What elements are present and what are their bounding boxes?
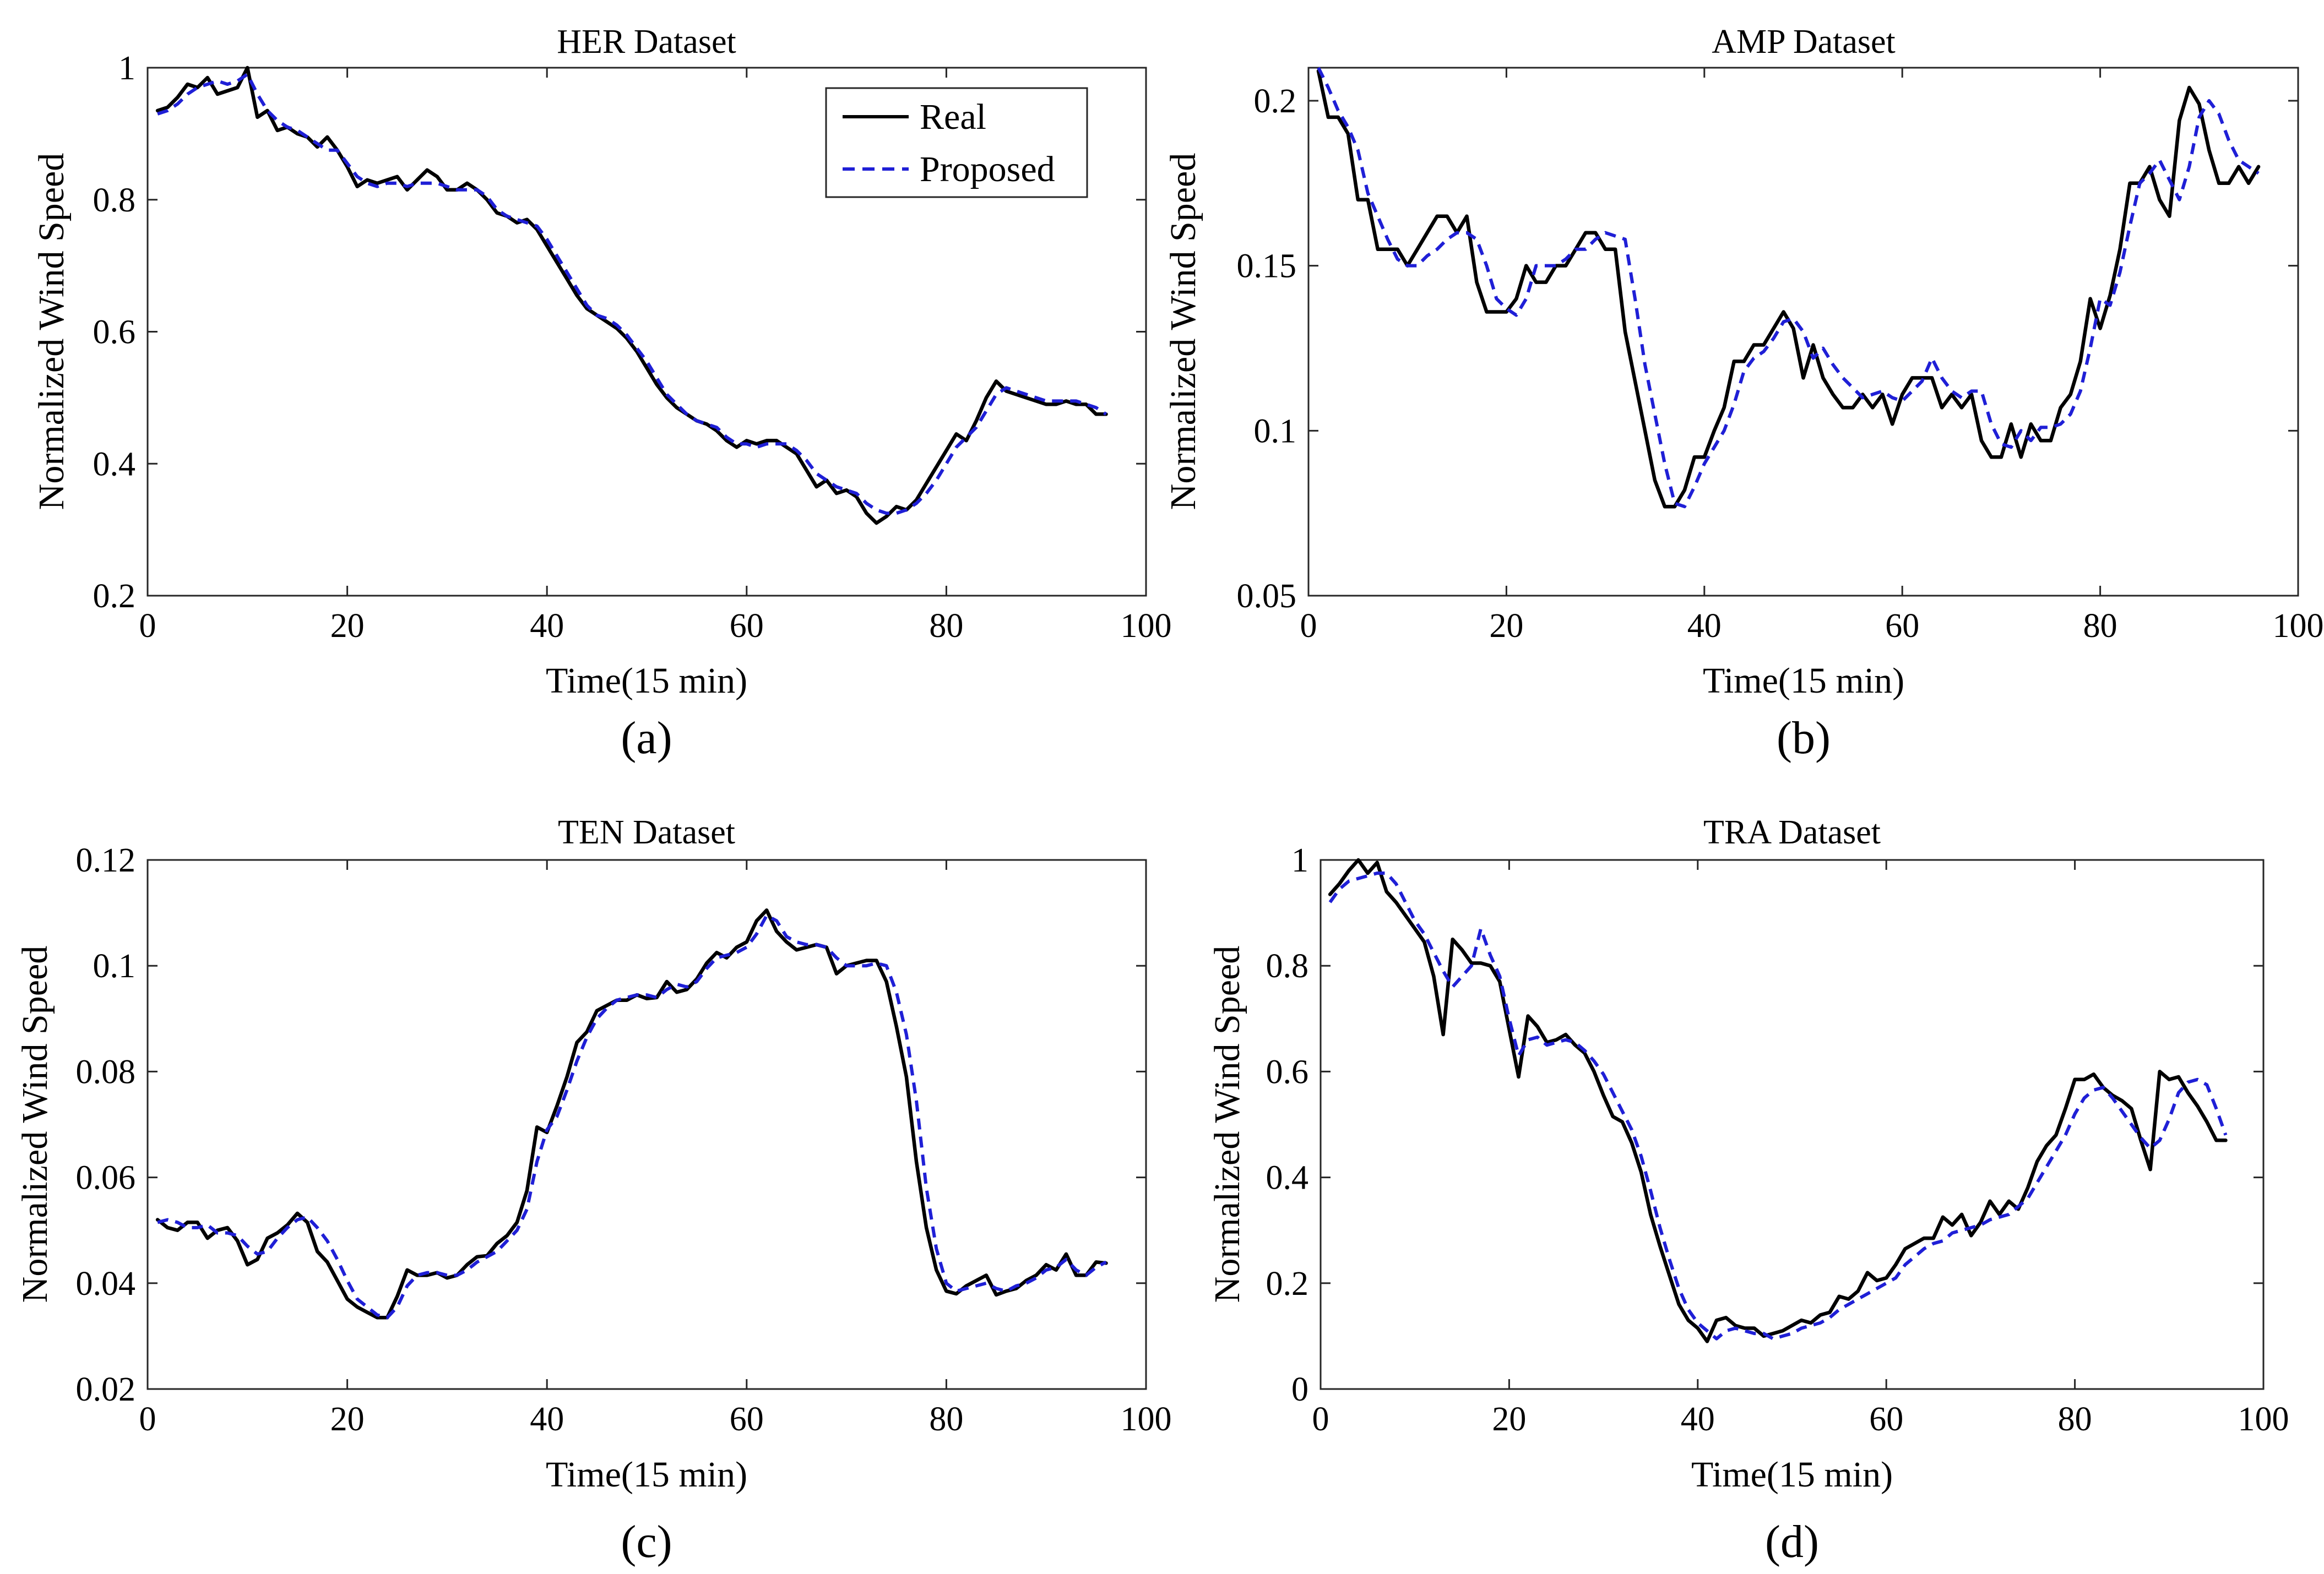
x-tick-label: 100 [1121,1401,1172,1438]
y-tick-label: 0.6 [93,314,136,351]
series-real-line [1328,858,2228,1343]
series-proposed-line [157,913,1107,1320]
chart-title: TRA Dataset [1703,814,1881,851]
panel-label: (a) [621,712,672,764]
axes-box [1320,859,2265,1390]
panel-label: (c) [621,1516,672,1567]
x-tick-label: 0 [1300,607,1317,645]
y-tick-label: 0.08 [76,1053,136,1091]
series-proposed-line [1317,67,2260,509]
chart-title: AMP Dataset [1712,23,1896,61]
x-tick-label: 20 [330,607,365,645]
axes-box [146,859,1147,1390]
y-tick-label: 0 [1291,1371,1308,1408]
x-tick-label: 100 [2273,607,2324,645]
series-proposed-line [157,73,1107,515]
x-tick-label: 60 [1885,607,1919,645]
legend-box [825,87,1088,198]
y-tick-label: 0.8 [1266,947,1309,985]
y-axis-label: Normalized Wind Speed [1207,946,1247,1303]
y-tick-label: 1 [118,50,135,87]
y-tick-label: 0.1 [93,947,136,985]
y-tick-label: 0.1 [1254,412,1297,450]
x-tick-label: 60 [730,1401,764,1438]
panel-amp: AMP Dataset 0 20 40 60 80 100 0.05 0.1 0.15 0.2 T… [1163,23,2324,764]
panel-her: HER Dataset 0 20 40 60 80 100 0.2 0.4 0.6 0.8 1 Ti… [31,23,1172,764]
x-tick-label: 80 [929,607,963,645]
x-tick-label: 60 [1869,1401,1903,1438]
y-tick-label: 0.15 [1237,248,1297,285]
x-tick-label: 100 [1121,607,1172,645]
x-tick-label: 40 [1681,1401,1715,1438]
panel-label: (d) [1765,1516,1819,1567]
series-real-line [155,66,1108,525]
y-tick-label: 0.04 [76,1265,136,1303]
x-tick-label: 100 [2238,1401,2289,1438]
legend-proposed-label: Proposed [920,149,1055,189]
y-axis-label: Normalized Wind Speed [15,946,55,1303]
x-tick-label: 0 [1312,1401,1329,1438]
x-tick-label: 20 [1492,1401,1526,1438]
x-tick-label: 80 [929,1401,963,1438]
legend-real-label: Real [920,97,986,137]
series-real-line [155,908,1108,1320]
y-tick-label: 0.2 [93,578,136,615]
x-tick-label: 20 [330,1401,365,1438]
panel-label: (b) [1777,712,1831,764]
panel-ten: TEN Dataset 0 20 40 60 80 100 0.02 0.04 0.06 0.08… [15,814,1172,1567]
x-axis-label: Time(15 min) [546,1455,747,1495]
x-tick-label: 20 [1489,607,1523,645]
series-real-line [1316,69,2261,509]
panel-tra: TRA Dataset 0 20 40 60 80 100 0 0.2 0.4 0.6 0.8 1 T… [1207,814,2289,1567]
y-tick-label: 0.05 [1237,578,1297,615]
y-tick-label: 0.4 [93,445,136,483]
x-tick-label: 0 [139,1401,156,1438]
y-tick-label: 0.2 [1254,83,1297,120]
x-tick-label: 40 [1687,607,1722,645]
x-axis-label: Time(15 min) [1703,661,1904,701]
x-axis-label: Time(15 min) [546,661,747,701]
chart-title: TEN Dataset [558,814,735,851]
series-proposed-line [1328,872,2228,1341]
x-tick-label: 60 [730,607,764,645]
y-axis-label: Normalized Wind Speed [1163,153,1203,510]
x-tick-label: 80 [2083,607,2117,645]
y-tick-label: 1 [1291,842,1308,879]
y-tick-label: 0.12 [76,842,136,879]
y-tick-label: 0.2 [1266,1265,1309,1303]
x-tick-label: 40 [530,1401,564,1438]
y-tick-label: 0.06 [76,1159,136,1197]
y-axis-label: Normalized Wind Speed [31,153,72,510]
x-tick-label: 0 [139,607,156,645]
x-tick-label: 40 [530,607,564,645]
y-tick-label: 0.4 [1266,1159,1309,1197]
y-tick-label: 0.02 [76,1371,136,1408]
chart-title: HER Dataset [557,23,736,61]
legend: Real Proposed [825,87,1088,198]
y-tick-label: 0.8 [93,182,136,219]
axes-box [1307,67,2299,597]
y-tick-label: 0.6 [1266,1053,1309,1091]
x-tick-label: 80 [2058,1401,2092,1438]
x-axis-label: Time(15 min) [1691,1455,1893,1495]
